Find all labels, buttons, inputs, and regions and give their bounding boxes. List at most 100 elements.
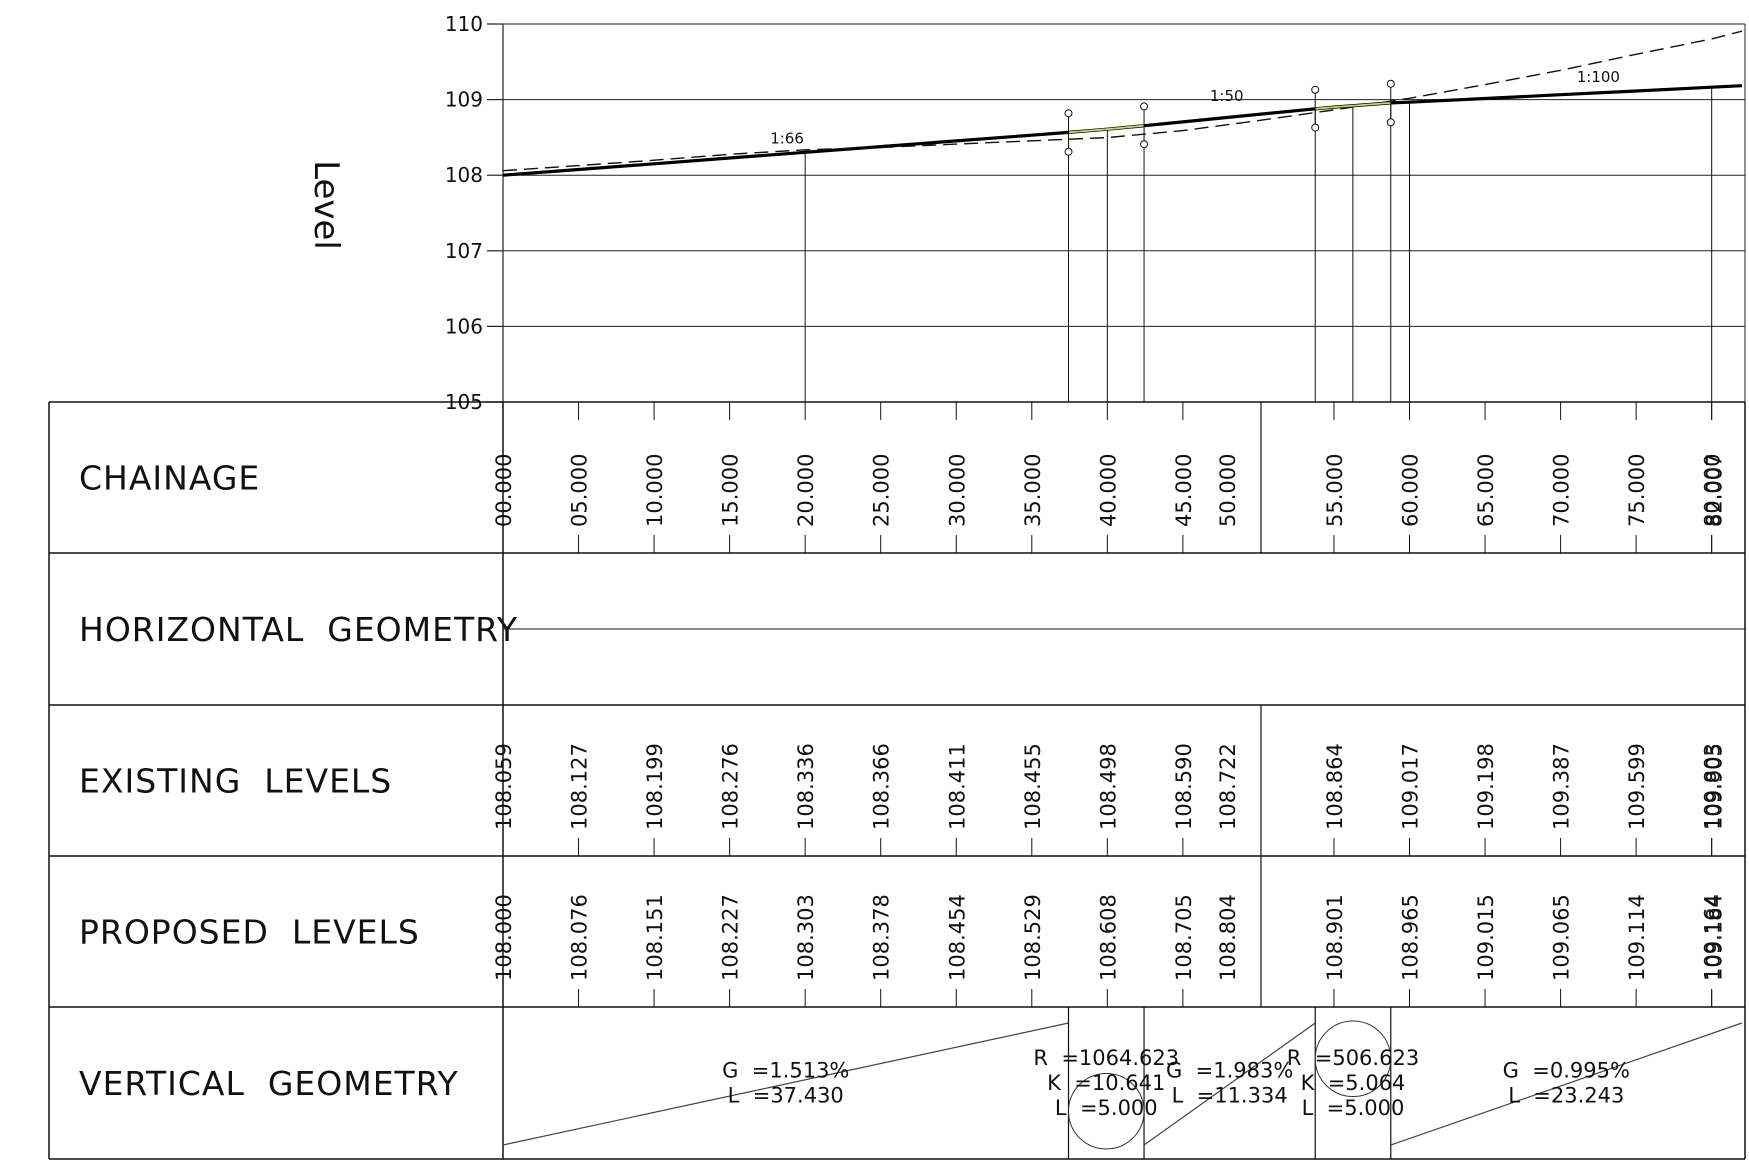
row-label-chainage: CHAINAGE	[79, 459, 260, 498]
ip-marker-bottom	[1311, 123, 1320, 132]
existing-level-line	[502, 30, 1743, 172]
chainage-value: 35.000	[1021, 454, 1045, 527]
proposed-value: 108.151	[643, 894, 667, 981]
vertical-geometry-text: G =0.995%	[1503, 1059, 1630, 1083]
vertical-geometry-text: R =1064.623	[1033, 1046, 1179, 1070]
y-tick-label: 109	[445, 88, 483, 112]
proposed-value: 108.965	[1399, 894, 1423, 981]
chainage-value: 65.000	[1474, 454, 1498, 527]
proposed-value: 109.184	[1703, 894, 1727, 981]
proposed-value: 108.227	[719, 894, 743, 981]
proposed-level-line	[502, 84, 1742, 177]
vertical-geometry-text: K =5.064	[1301, 1071, 1406, 1095]
proposed-value: 108.454	[945, 894, 969, 981]
existing-value: 109.905	[1703, 743, 1727, 830]
row-label-horizontal: HORIZONTAL GEOMETRY	[79, 610, 518, 649]
existing-value: 108.455	[1021, 743, 1045, 830]
chainage-value: 05.000	[568, 454, 592, 527]
chainage-value: 25.000	[870, 454, 894, 527]
proposed-value: 109.065	[1550, 894, 1574, 981]
data-band	[48, 401, 1746, 1160]
grade-label: 1:66	[770, 129, 804, 147]
chainage-value: 00.000	[492, 454, 516, 527]
existing-value: 108.366	[870, 743, 894, 830]
existing-value: 108.059	[492, 743, 516, 830]
level-gridlines	[502, 23, 1746, 403]
vertical-geometry-text: L =37.430	[728, 1084, 844, 1108]
existing-value: 108.127	[568, 743, 592, 830]
existing-value: 109.599	[1625, 743, 1649, 830]
existing-value: 108.590	[1172, 743, 1196, 830]
chainage-value: 45.000	[1172, 454, 1196, 527]
proposed-value: 108.608	[1096, 894, 1120, 981]
y-tick-label: 107	[445, 239, 483, 263]
existing-value: 109.803	[1701, 743, 1725, 830]
existing-value: 108.864	[1323, 743, 1347, 830]
existing-value: 109.387	[1550, 743, 1574, 830]
data-band-values: CHAINAGE HORIZONTAL GEOMETRY EXISTING LEVE…	[79, 402, 1727, 1103]
chainage-value: 60.000	[1399, 454, 1423, 527]
chainage-value: 10.000	[643, 454, 667, 527]
grade-line	[502, 1022, 1069, 1146]
row-label-existing: EXISTING LEVELS	[79, 762, 392, 801]
grade-line	[1143, 1022, 1316, 1146]
chainage-value: 55.000	[1323, 454, 1347, 527]
grade-labels: 1:66 1:50 1:100	[770, 68, 1620, 147]
proposed-value: 108.000	[492, 894, 516, 981]
ip-marker-top	[1064, 109, 1073, 118]
vertical-curve-highlight	[1068, 124, 1145, 134]
chainage-value: 75.000	[1625, 454, 1649, 527]
chainage-value: 20.000	[794, 454, 818, 527]
y-tick-label: 108	[445, 163, 483, 187]
existing-value: 108.411	[945, 743, 969, 830]
y-tick-label: 110	[445, 12, 483, 36]
vertical-curve-highlight	[1315, 102, 1391, 110]
existing-value: 109.017	[1399, 743, 1423, 830]
vertical-geometry-text: L =11.334	[1172, 1084, 1288, 1108]
proposed-value: 108.705	[1172, 894, 1196, 981]
existing-value: 108.498	[1096, 743, 1120, 830]
ip-marker-bottom	[1140, 140, 1149, 149]
proposed-value: 109.015	[1474, 894, 1498, 981]
existing-value: 108.276	[719, 743, 743, 830]
proposed-value: 109.164	[1701, 894, 1725, 981]
ip-marker-top	[1140, 102, 1149, 111]
vertical-geometry-text: L =5.000	[1302, 1096, 1405, 1120]
ip-marker-bottom	[1386, 118, 1395, 127]
row-label-vertical: VERTICAL GEOMETRY	[79, 1064, 459, 1103]
vertical-curve-symbol	[1314, 1020, 1392, 1098]
vertical-geometry-text: R =506.623	[1287, 1046, 1419, 1070]
vertical-curve-symbol	[1068, 1072, 1145, 1150]
proposed-value: 108.901	[1323, 894, 1347, 981]
proposed-value: 109.114	[1625, 894, 1649, 981]
grade-label: 1:50	[1210, 87, 1244, 105]
existing-value: 108.199	[643, 743, 667, 830]
profile-verticals	[804, 87, 1713, 402]
ip-marker-top	[1386, 79, 1395, 88]
chainage-value: 50.000	[1216, 454, 1240, 527]
chainage-value: 15.000	[719, 454, 743, 527]
vertical-geometry-text: G =1.513%	[722, 1059, 849, 1083]
grade-label: 1:100	[1577, 68, 1620, 86]
existing-value: 108.722	[1216, 743, 1240, 830]
ip-markers	[1064, 79, 1395, 156]
vertical-geometry-text: G =1.983%	[1166, 1059, 1293, 1083]
ip-marker-bottom	[1064, 147, 1073, 156]
existing-value: 109.198	[1474, 743, 1498, 830]
proposed-value: 108.529	[1021, 894, 1045, 981]
grade-line	[1390, 1022, 1743, 1146]
chainage-value: 30.000	[945, 454, 969, 527]
chainage-value: 82.007	[1703, 454, 1727, 527]
ip-marker-top	[1311, 85, 1320, 94]
vertical-geometry-text: L =5.000	[1055, 1096, 1158, 1120]
level-axis-title: Level	[306, 160, 346, 250]
chainage-value: 80.000	[1701, 454, 1725, 527]
y-tick-label: 106	[445, 314, 483, 338]
row-label-proposed: PROPOSED LEVELS	[79, 913, 420, 952]
vertical-geometry-text: L =23.243	[1508, 1084, 1624, 1108]
chainage-value: 70.000	[1550, 454, 1574, 527]
proposed-value: 108.804	[1216, 894, 1240, 981]
